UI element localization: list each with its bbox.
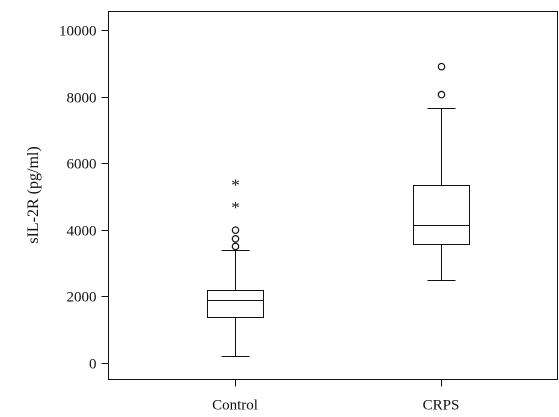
outlier-circle: [231, 242, 240, 251]
y-tick-label: 4000: [67, 224, 97, 240]
y-tick-label: 8000: [67, 91, 97, 107]
y-tick-label: 2000: [67, 290, 97, 306]
outlier-extreme-marker: *: [231, 176, 240, 195]
x-axis: Control CRPS: [212, 379, 460, 414]
outlier-circle: [231, 226, 240, 234]
iqr-box: [207, 290, 264, 318]
box-group-crps: [413, 62, 470, 281]
box-series: **: [207, 62, 470, 357]
plot-frame: [108, 11, 558, 380]
x-tick-label: Control: [212, 398, 258, 414]
y-tick-label: 10000: [59, 24, 97, 40]
outlier-circle: [437, 62, 446, 71]
outlier-circle: [437, 90, 446, 99]
box-group-control: **: [207, 176, 264, 357]
outlier-circle: [231, 234, 240, 243]
y-axis: 0 2000 4000 6000 8000 10000: [59, 24, 109, 373]
y-axis-title: sIL-2R (pg/ml): [25, 146, 42, 243]
x-tick-label: CRPS: [423, 398, 460, 414]
y-tick-label: 0: [89, 357, 97, 373]
outlier-extreme-marker: *: [231, 198, 240, 217]
y-tick-label: 6000: [67, 157, 97, 173]
iqr-box: [413, 185, 470, 245]
